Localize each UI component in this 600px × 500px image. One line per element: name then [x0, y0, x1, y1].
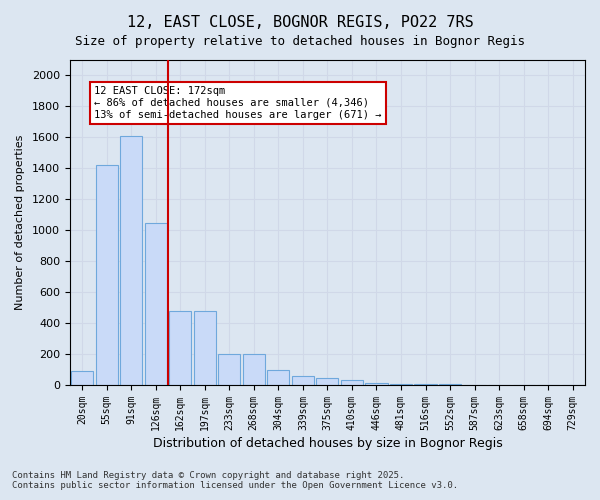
X-axis label: Distribution of detached houses by size in Bognor Regis: Distribution of detached houses by size … [152, 437, 502, 450]
Text: 12, EAST CLOSE, BOGNOR REGIS, PO22 7RS: 12, EAST CLOSE, BOGNOR REGIS, PO22 7RS [127, 15, 473, 30]
Bar [390, 384, 412, 385]
Text: 12 EAST CLOSE: 172sqm
← 86% of detached houses are smaller (4,346)
13% of semi-d: 12 EAST CLOSE: 172sqm ← 86% of detached … [94, 86, 382, 120]
Bar [218, 354, 241, 385]
Bar [243, 354, 265, 385]
Bar [71, 371, 93, 385]
Bar [267, 370, 289, 385]
Bar [169, 311, 191, 385]
Bar [194, 311, 216, 385]
Bar [365, 383, 388, 385]
Bar [316, 378, 338, 385]
Bar [292, 376, 314, 385]
Bar [439, 384, 461, 385]
Bar [341, 380, 363, 385]
Bar [120, 136, 142, 385]
Bar [415, 384, 437, 385]
Y-axis label: Number of detached properties: Number of detached properties [15, 135, 25, 310]
Bar [145, 222, 167, 385]
Text: Size of property relative to detached houses in Bognor Regis: Size of property relative to detached ho… [75, 35, 525, 48]
Text: Contains HM Land Registry data © Crown copyright and database right 2025.
Contai: Contains HM Land Registry data © Crown c… [12, 470, 458, 490]
Bar [95, 166, 118, 385]
